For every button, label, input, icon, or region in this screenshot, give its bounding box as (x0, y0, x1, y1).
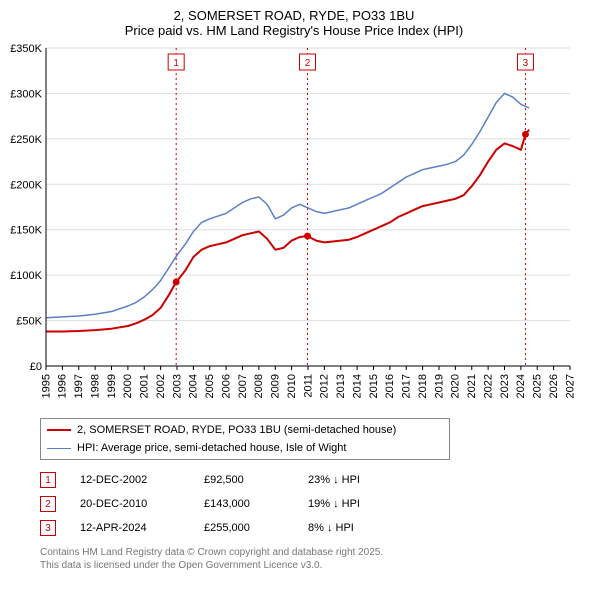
footer: Contains HM Land Registry data © Crown c… (40, 546, 588, 572)
svg-text:2014: 2014 (351, 374, 363, 398)
svg-text:2003: 2003 (171, 374, 183, 398)
sale-price: £255,000 (204, 522, 284, 534)
svg-text:2022: 2022 (482, 374, 494, 398)
sale-date: 20-DEC-2010 (80, 498, 180, 510)
sale-marker: 2 (40, 496, 56, 512)
svg-text:2016: 2016 (384, 374, 396, 398)
svg-text:1997: 1997 (73, 374, 85, 398)
svg-text:£200K: £200K (10, 179, 42, 191)
svg-text:2019: 2019 (433, 374, 445, 398)
sale-date: 12-APR-2024 (80, 522, 180, 534)
svg-text:2024: 2024 (515, 374, 527, 398)
legend-row: 2, SOMERSET ROAD, RYDE, PO33 1BU (semi-d… (47, 421, 443, 439)
sale-marker: 1 (40, 472, 56, 488)
svg-text:1995: 1995 (40, 374, 52, 398)
svg-text:1998: 1998 (89, 374, 101, 398)
svg-text:2021: 2021 (466, 374, 478, 398)
svg-text:2012: 2012 (319, 374, 331, 398)
svg-text:2017: 2017 (401, 374, 413, 398)
sale-row: 2 20-DEC-2010 £143,000 19% ↓ HPI (40, 492, 588, 516)
svg-text:£300K: £300K (10, 88, 42, 100)
legend-label: 2, SOMERSET ROAD, RYDE, PO33 1BU (semi-d… (77, 424, 396, 436)
svg-text:2001: 2001 (139, 374, 151, 398)
svg-text:2007: 2007 (237, 374, 249, 398)
svg-text:2004: 2004 (188, 374, 200, 398)
svg-text:2008: 2008 (253, 374, 265, 398)
sale-diff: 8% ↓ HPI (308, 522, 408, 534)
svg-text:2009: 2009 (270, 374, 282, 398)
svg-text:2: 2 (305, 58, 311, 69)
sale-date: 12-DEC-2002 (80, 474, 180, 486)
svg-text:£150K: £150K (10, 225, 42, 237)
legend-label: HPI: Average price, semi-detached house,… (77, 442, 346, 454)
svg-text:1: 1 (173, 58, 179, 69)
svg-text:2015: 2015 (368, 374, 380, 398)
svg-text:3: 3 (523, 58, 529, 69)
chart-svg: £0 £50K £100K £150K £200K £250K £300K £350K 1995… (0, 42, 580, 412)
title-line1: 2, SOMERSET ROAD, RYDE, PO33 1BU (0, 8, 588, 23)
legend: 2, SOMERSET ROAD, RYDE, PO33 1BU (semi-d… (40, 418, 450, 460)
chart-area: £0 £50K £100K £150K £200K £250K £300K £350K 1995… (0, 42, 588, 412)
svg-text:2020: 2020 (450, 374, 462, 398)
svg-text:2026: 2026 (548, 374, 560, 398)
svg-text:1999: 1999 (106, 374, 118, 398)
svg-text:£350K: £350K (10, 43, 42, 55)
svg-text:2006: 2006 (220, 374, 232, 398)
svg-text:2023: 2023 (499, 374, 511, 398)
svg-text:2011: 2011 (302, 374, 314, 398)
chart-card: 2, SOMERSET ROAD, RYDE, PO33 1BU Price p… (0, 0, 600, 590)
sale-price: £92,500 (204, 474, 284, 486)
sale-diff: 23% ↓ HPI (308, 474, 408, 486)
svg-text:2013: 2013 (335, 374, 347, 398)
svg-text:1996: 1996 (57, 374, 69, 398)
svg-text:2002: 2002 (155, 374, 167, 398)
sale-price: £143,000 (204, 498, 284, 510)
sale-row: 3 12-APR-2024 £255,000 8% ↓ HPI (40, 516, 588, 540)
svg-text:£250K: £250K (10, 134, 42, 146)
sale-row: 1 12-DEC-2002 £92,500 23% ↓ HPI (40, 468, 588, 492)
svg-text:£0: £0 (30, 361, 42, 373)
footer-line2: This data is licensed under the Open Gov… (40, 559, 588, 572)
sales-table: 1 12-DEC-2002 £92,500 23% ↓ HPI 2 20-DEC-2010… (40, 468, 588, 540)
svg-text:2005: 2005 (204, 374, 216, 398)
title-line2: Price paid vs. HM Land Registry's House … (0, 23, 588, 38)
sale-diff: 19% ↓ HPI (308, 498, 408, 510)
svg-text:£50K: £50K (16, 316, 42, 328)
svg-text:2010: 2010 (286, 374, 298, 398)
svg-text:2018: 2018 (417, 374, 429, 398)
sale-marker: 3 (40, 520, 56, 536)
footer-line1: Contains HM Land Registry data © Crown c… (40, 546, 588, 559)
legend-swatch (47, 429, 71, 431)
svg-text:2025: 2025 (532, 374, 544, 398)
svg-text:2000: 2000 (122, 374, 134, 398)
legend-swatch (47, 448, 71, 449)
legend-row: HPI: Average price, semi-detached house,… (47, 439, 443, 457)
svg-text:£100K: £100K (10, 270, 42, 282)
svg-text:2027: 2027 (564, 374, 576, 398)
